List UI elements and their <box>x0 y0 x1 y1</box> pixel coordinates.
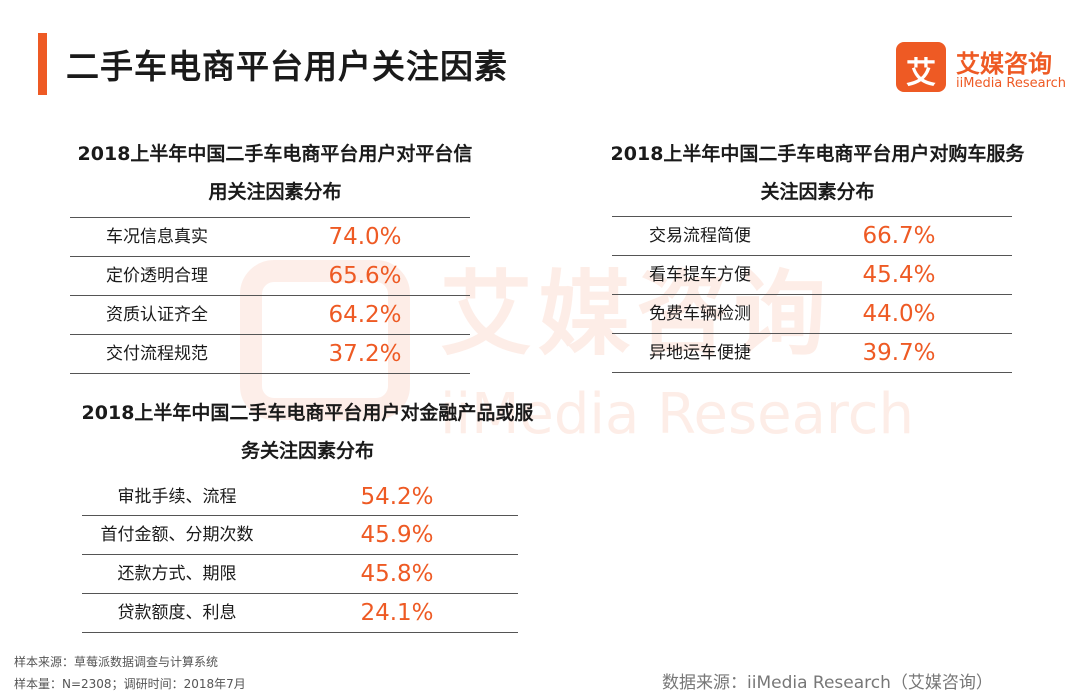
table-row: 免费车辆检测 44.0% <box>612 295 1012 334</box>
finance-section-title: 2018上半年中国二手车电商平台用户对金融产品或服 务关注因素分布 <box>40 394 575 470</box>
row-label: 首付金额、分期次数 <box>100 525 254 545</box>
row-label: 免费车辆检测 <box>649 304 751 324</box>
row-value: 37.2% <box>328 341 402 367</box>
row-value: 66.7% <box>862 223 936 249</box>
title-accent-bar <box>38 33 47 95</box>
row-label: 交易流程简便 <box>649 226 751 246</box>
logo-name-en: iiMedia Research <box>956 76 1067 91</box>
row-label: 贷款额度、利息 <box>117 603 237 623</box>
sample-source: 样本来源：草莓派数据调查与计算系统 <box>14 655 219 669</box>
table-row: 首付金额、分期次数 45.9% <box>82 516 518 555</box>
row-value: 44.0% <box>862 301 936 327</box>
row-label: 审批手续、流程 <box>117 487 237 507</box>
service-title-line1: 2018上半年中国二手车电商平台用户对购车服务 <box>610 143 1025 165</box>
credit-table: 车况信息真实 74.0% 定价透明合理 65.6% 资质认证齐全 64.2% 交… <box>70 217 470 374</box>
credit-title-line2: 用关注因素分布 <box>208 181 342 203</box>
finance-table: 审批手续、流程 54.2% 首付金额、分期次数 45.9% 还款方式、期限 45… <box>82 479 518 633</box>
finance-title-line2: 务关注因素分布 <box>240 440 374 462</box>
table-row: 异地运车便捷 39.7% <box>612 334 1012 373</box>
table-row: 审批手续、流程 54.2% <box>82 479 518 516</box>
table-row: 车况信息真实 74.0% <box>70 218 470 257</box>
row-value: 39.7% <box>862 340 936 366</box>
credit-section-title: 2018上半年中国二手车电商平台用户对平台信 用关注因素分布 <box>40 135 510 211</box>
logo-icon: 艾 <box>896 42 946 92</box>
page-title: 二手车电商平台用户关注因素 <box>66 47 508 86</box>
row-label: 看车提车方便 <box>649 265 751 285</box>
credit-title-line1: 2018上半年中国二手车电商平台用户对平台信 <box>77 143 473 165</box>
finance-title-line1: 2018上半年中国二手车电商平台用户对金融产品或服 <box>81 402 534 424</box>
table-row: 还款方式、期限 45.8% <box>82 555 518 594</box>
table-row: 交易流程简便 66.7% <box>612 217 1012 256</box>
table-row: 资质认证齐全 64.2% <box>70 296 470 335</box>
data-source: 数据来源：iiMedia Research（艾媒咨询） <box>662 673 993 693</box>
sample-size: 样本量：N=2308；调研时间：2018年7月 <box>14 677 246 691</box>
row-value: 45.9% <box>360 522 434 548</box>
row-label: 异地运车便捷 <box>649 343 751 363</box>
service-title-line2: 关注因素分布 <box>760 181 875 203</box>
row-label: 车况信息真实 <box>106 227 208 247</box>
row-value: 54.2% <box>360 484 434 510</box>
service-table: 交易流程简便 66.7% 看车提车方便 45.4% 免费车辆检测 44.0% 异… <box>612 216 1012 373</box>
logo-name-cn: 艾媒咨询 <box>956 50 1052 78</box>
row-value: 45.8% <box>360 561 434 587</box>
service-section-title: 2018上半年中国二手车电商平台用户对购车服务 关注因素分布 <box>585 135 1050 211</box>
logo-glyph: 艾 <box>906 56 936 91</box>
table-row: 看车提车方便 45.4% <box>612 256 1012 295</box>
row-label: 交付流程规范 <box>106 344 208 364</box>
row-value: 74.0% <box>328 224 402 250</box>
row-label: 资质认证齐全 <box>106 305 208 325</box>
row-value: 24.1% <box>360 600 434 626</box>
row-label: 还款方式、期限 <box>117 564 237 584</box>
row-value: 64.2% <box>328 302 402 328</box>
table-row: 交付流程规范 37.2% <box>70 335 470 374</box>
brand-logo: 艾 艾媒咨询 iiMedia Research <box>896 40 1076 96</box>
row-value: 65.6% <box>328 263 402 289</box>
row-value: 45.4% <box>862 262 936 288</box>
table-row: 定价透明合理 65.6% <box>70 257 470 296</box>
row-label: 定价透明合理 <box>106 266 208 286</box>
table-row: 贷款额度、利息 24.1% <box>82 594 518 633</box>
